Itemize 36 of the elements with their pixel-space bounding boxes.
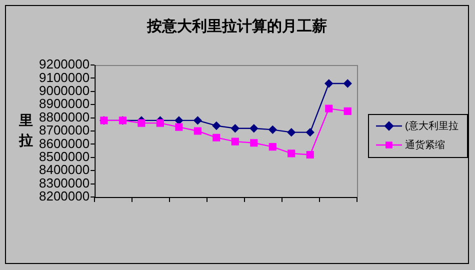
point (324, 79, 333, 88)
point (287, 128, 296, 136)
point (344, 79, 352, 88)
point (288, 150, 296, 158)
y-axis-title: 里拉 (18, 112, 33, 148)
point (212, 122, 221, 130)
y-tick-label: 8500000 (38, 148, 90, 164)
y-tick-label: 9100000 (38, 70, 90, 85)
point (344, 107, 352, 115)
point (175, 123, 183, 131)
point (231, 138, 239, 146)
y-tick-label: 8600000 (38, 136, 90, 151)
point (212, 134, 220, 142)
point (250, 124, 258, 132)
y-tick-label: 9200000 (38, 56, 90, 72)
point (156, 119, 164, 127)
point (268, 126, 277, 134)
legend-label: 通货紧缩 (405, 138, 445, 151)
point (325, 104, 333, 112)
y-tick-label: 8300000 (38, 175, 90, 190)
y-tick-label: 9000000 (38, 82, 90, 98)
point (194, 116, 202, 125)
y-tick-label: 8800000 (38, 109, 90, 124)
point (250, 139, 258, 147)
y-tick-label: 8200000 (38, 188, 90, 204)
y-tick-label: 8400000 (38, 162, 90, 178)
legend-label: (意大利里拉 (405, 120, 458, 132)
chart-title: 按意大利里拉计算的月工薪 (146, 18, 327, 36)
point (306, 128, 314, 136)
y-tick-label: 8700000 (38, 122, 90, 138)
point (231, 124, 240, 132)
point (268, 143, 276, 151)
y-tick-label: 8900000 (38, 96, 90, 112)
point (138, 119, 146, 127)
point (194, 127, 202, 135)
point (306, 150, 314, 159)
